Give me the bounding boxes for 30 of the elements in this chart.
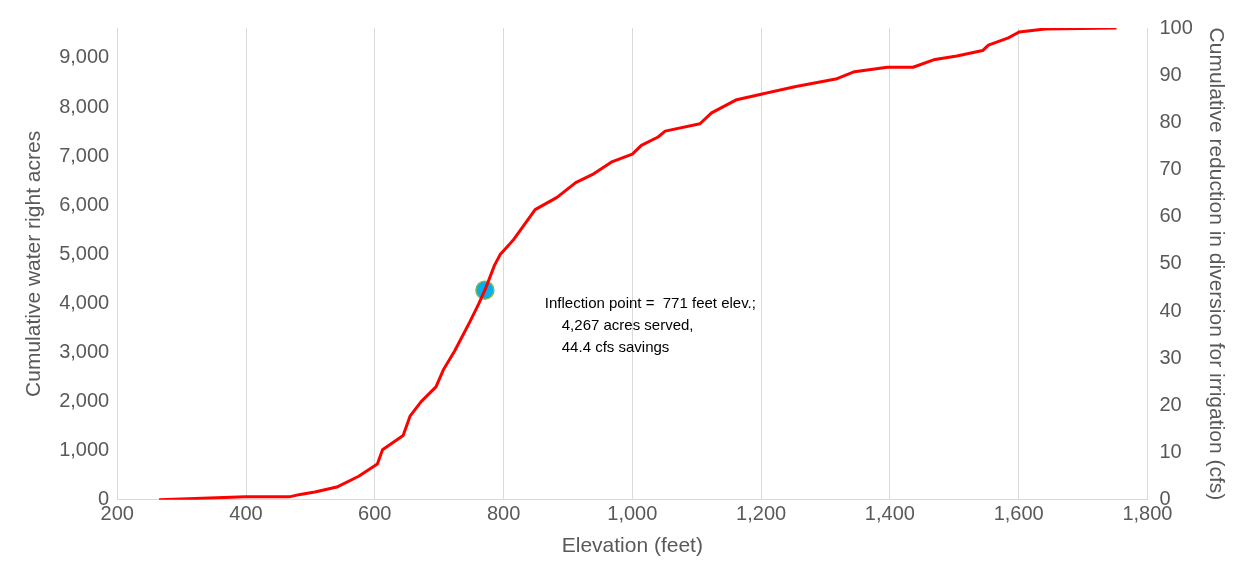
y-tick-label: 7,000 <box>59 143 110 166</box>
y-tick-label: 1,000 <box>59 438 110 461</box>
y-tick-label: 8,000 <box>59 94 110 117</box>
x-tick-label: 1,000 <box>607 502 658 525</box>
x-tick-label: 800 <box>486 502 521 525</box>
y2-tick-label: 70 <box>1159 157 1182 180</box>
y2-tick-label: 100 <box>1159 15 1193 38</box>
y-tick-label: 9,000 <box>59 45 110 68</box>
annotation: Inflection point = 771 feet elev.; 4,267 acres served, 44.4 cfs savings <box>544 294 756 356</box>
x-tick-label: 400 <box>229 502 263 525</box>
x-tick-label: 1,400 <box>864 502 915 525</box>
y-tick-label: 4,000 <box>59 290 110 313</box>
x-tick-label: 1,200 <box>736 502 787 525</box>
y-tick-label: 2,000 <box>59 389 110 412</box>
x-tick-label: 600 <box>358 502 392 525</box>
y2-tick-label: 50 <box>1159 251 1182 274</box>
y2-tick-label: 30 <box>1159 345 1182 368</box>
y-tick-label: 3,000 <box>59 340 110 363</box>
y2-tick-label: 40 <box>1159 298 1182 321</box>
y2-tick-label: 90 <box>1159 62 1182 85</box>
y-tick-label: 6,000 <box>59 192 110 215</box>
y2-tick-label: 20 <box>1159 392 1182 415</box>
y2-tick-label: 80 <box>1159 109 1182 132</box>
y-tick-label: 5,000 <box>59 241 110 264</box>
y2-axis-title: Cumulative reduction in diversion for irrigation (cfs) <box>1205 27 1229 501</box>
y2-tick-label: 10 <box>1159 440 1182 463</box>
x-axis-title: Elevation (feet) <box>561 533 703 557</box>
y-axis-title: Cumulative water right acres <box>21 130 45 397</box>
x-tick-label: 1,600 <box>993 502 1044 525</box>
y2-tick-label: 60 <box>1159 204 1182 227</box>
